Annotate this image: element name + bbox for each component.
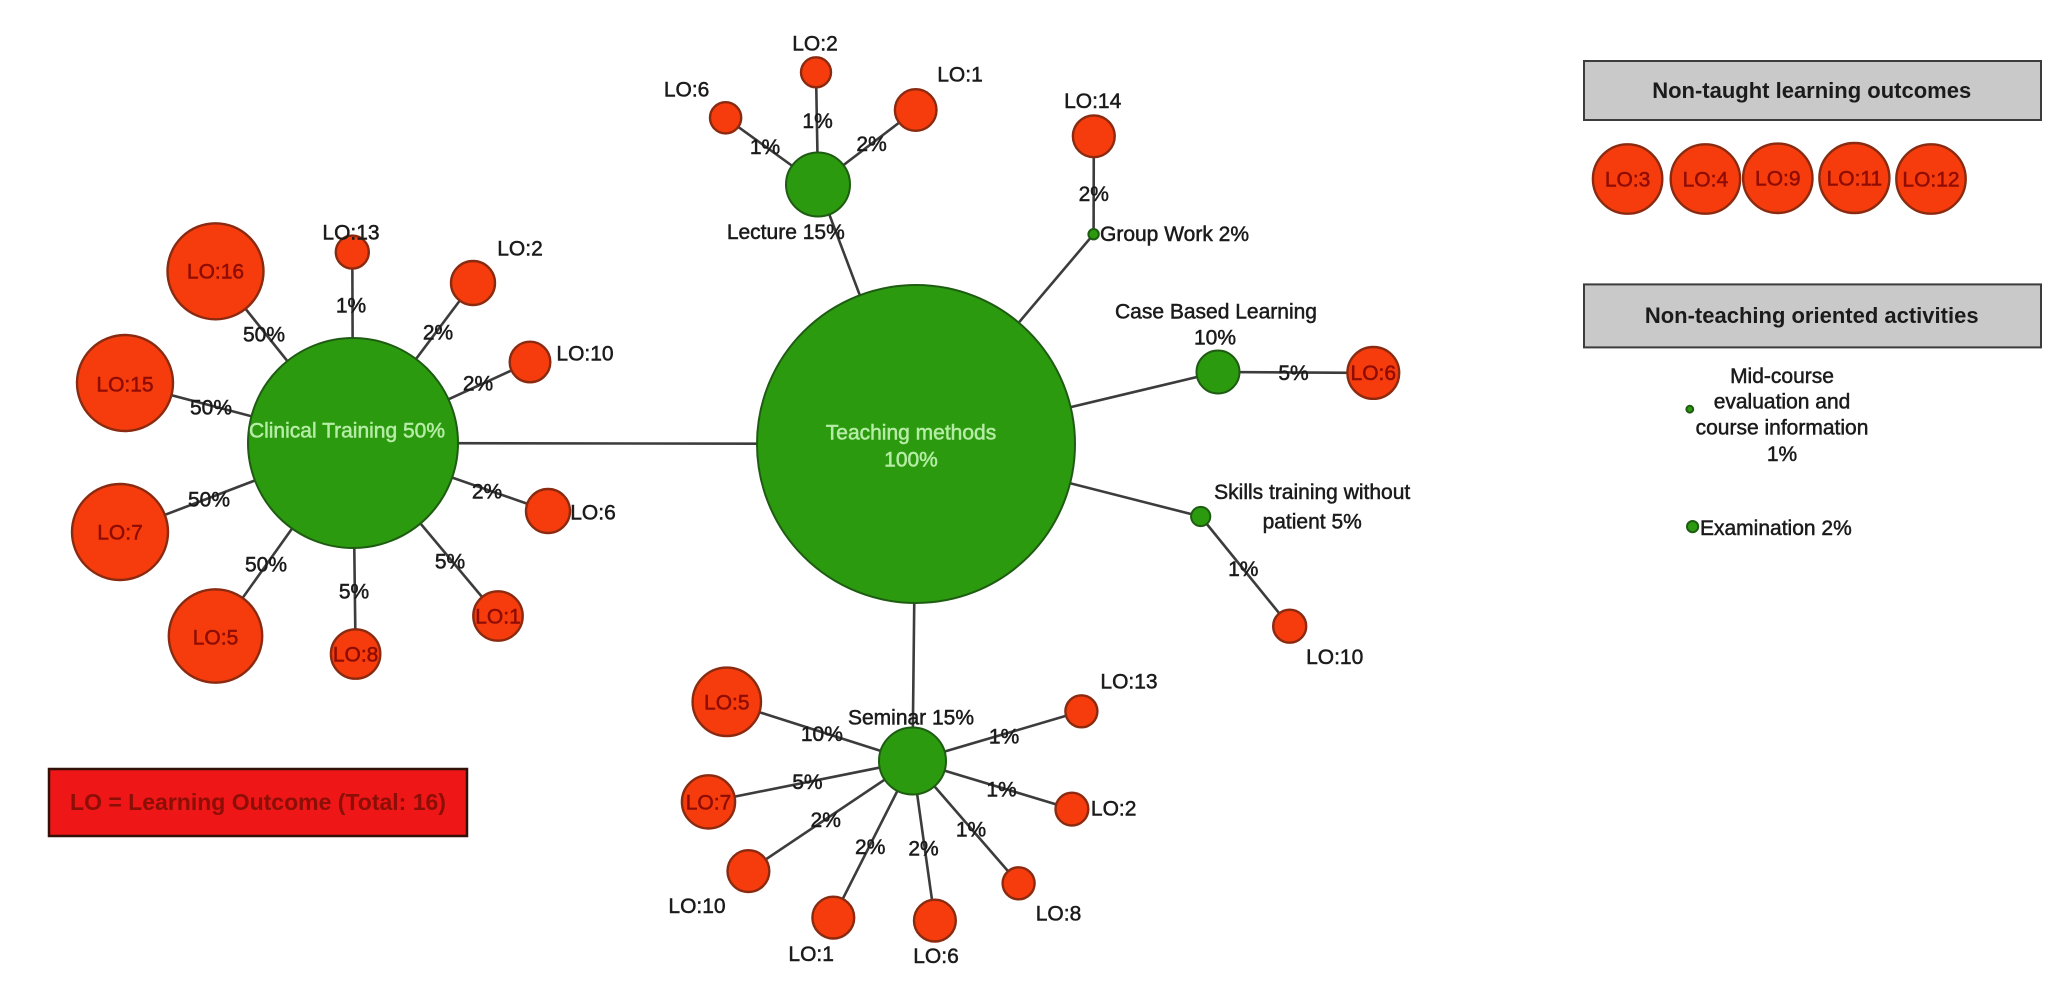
svg-text:LO:10: LO:10 bbox=[668, 895, 725, 918]
svg-text:1%: 1% bbox=[956, 819, 986, 842]
svg-text:50%: 50% bbox=[188, 488, 230, 511]
svg-text:5%: 5% bbox=[435, 550, 465, 573]
svg-text:10%: 10% bbox=[1194, 326, 1236, 349]
svg-text:100%: 100% bbox=[884, 448, 938, 471]
svg-text:1%: 1% bbox=[986, 779, 1016, 802]
svg-text:Non-teaching oriented activiti: Non-teaching oriented activities bbox=[1645, 303, 1979, 328]
svg-text:LO:16: LO:16 bbox=[187, 261, 244, 284]
svg-text:LO:5: LO:5 bbox=[704, 691, 750, 714]
svg-text:50%: 50% bbox=[243, 323, 285, 346]
svg-text:Group Work 2%: Group Work 2% bbox=[1100, 223, 1249, 246]
svg-text:LO:15: LO:15 bbox=[96, 373, 153, 396]
svg-text:LO:6: LO:6 bbox=[1351, 362, 1397, 385]
svg-text:LO:8: LO:8 bbox=[1036, 902, 1082, 925]
svg-text:1%: 1% bbox=[1767, 443, 1797, 466]
svg-text:1%: 1% bbox=[802, 110, 832, 133]
svg-text:2%: 2% bbox=[463, 372, 493, 395]
svg-text:course information: course information bbox=[1696, 416, 1869, 439]
svg-text:evaluation and: evaluation and bbox=[1714, 391, 1851, 414]
svg-text:Skills training without: Skills training without bbox=[1214, 481, 1410, 504]
svg-text:LO = Learning Outcome (Total:: LO = Learning Outcome (Total: 16) bbox=[70, 789, 446, 815]
svg-text:LO:6: LO:6 bbox=[664, 78, 710, 101]
svg-text:LO:10: LO:10 bbox=[556, 342, 613, 365]
svg-text:LO:2: LO:2 bbox=[1091, 798, 1137, 821]
svg-text:2%: 2% bbox=[1079, 183, 1109, 206]
svg-text:Mid-course: Mid-course bbox=[1730, 365, 1834, 388]
svg-text:LO:1: LO:1 bbox=[475, 605, 521, 628]
svg-text:2%: 2% bbox=[423, 321, 453, 344]
svg-text:LO:1: LO:1 bbox=[788, 943, 834, 966]
svg-text:1%: 1% bbox=[989, 726, 1019, 749]
svg-text:LO:5: LO:5 bbox=[193, 626, 239, 649]
svg-text:LO:2: LO:2 bbox=[792, 32, 838, 55]
svg-text:2%: 2% bbox=[855, 836, 885, 859]
svg-text:50%: 50% bbox=[245, 553, 287, 576]
svg-text:2%: 2% bbox=[472, 480, 502, 503]
svg-text:50%: 50% bbox=[190, 396, 232, 419]
svg-text:LO:14: LO:14 bbox=[1064, 90, 1122, 113]
svg-text:Clinical Training 50%: Clinical Training 50% bbox=[249, 419, 445, 442]
svg-text:LO:13: LO:13 bbox=[1100, 670, 1157, 693]
svg-text:LO:7: LO:7 bbox=[686, 791, 732, 814]
svg-text:Case Based Learning: Case Based Learning bbox=[1115, 300, 1317, 323]
svg-text:LO:1: LO:1 bbox=[937, 63, 983, 86]
svg-text:LO:11: LO:11 bbox=[1827, 167, 1883, 190]
svg-text:LO:6: LO:6 bbox=[570, 501, 616, 524]
svg-text:patient 5%: patient 5% bbox=[1263, 511, 1362, 534]
svg-text:LO:6: LO:6 bbox=[913, 945, 959, 968]
svg-text:LO:7: LO:7 bbox=[97, 521, 143, 544]
svg-text:10%: 10% bbox=[801, 723, 843, 746]
svg-text:2%: 2% bbox=[908, 838, 938, 861]
svg-text:1%: 1% bbox=[750, 136, 780, 159]
svg-text:2%: 2% bbox=[811, 809, 841, 832]
svg-text:1%: 1% bbox=[336, 294, 366, 317]
svg-text:Teaching methods: Teaching methods bbox=[826, 421, 996, 444]
svg-text:LO:12: LO:12 bbox=[1902, 168, 1959, 191]
svg-text:LO:10: LO:10 bbox=[1306, 646, 1363, 669]
svg-text:5%: 5% bbox=[1278, 362, 1308, 385]
svg-text:LO:9: LO:9 bbox=[1755, 168, 1801, 191]
svg-text:5%: 5% bbox=[792, 771, 822, 794]
svg-text:LO:4: LO:4 bbox=[1683, 168, 1729, 191]
svg-text:LO:13: LO:13 bbox=[322, 221, 379, 244]
svg-text:Examination 2%: Examination 2% bbox=[1700, 517, 1852, 540]
svg-text:1%: 1% bbox=[1228, 558, 1258, 581]
svg-text:2%: 2% bbox=[856, 133, 886, 156]
svg-text:5%: 5% bbox=[339, 580, 369, 603]
svg-text:Lecture 15%: Lecture 15% bbox=[727, 221, 845, 244]
svg-text:Non-taught learning outcomes: Non-taught learning outcomes bbox=[1652, 78, 1971, 103]
svg-text:LO:3: LO:3 bbox=[1605, 168, 1651, 191]
svg-text:Seminar 15%: Seminar 15% bbox=[848, 706, 974, 729]
svg-text:LO:2: LO:2 bbox=[497, 237, 543, 260]
svg-text:LO:8: LO:8 bbox=[333, 643, 379, 666]
